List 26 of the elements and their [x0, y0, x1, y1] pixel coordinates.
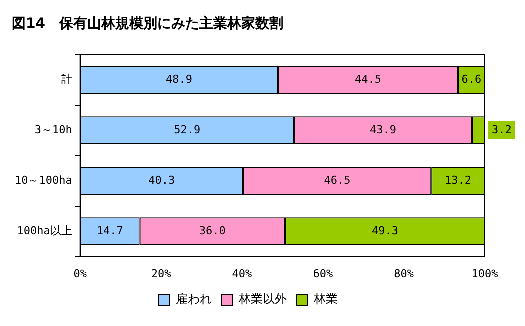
y-tick-label: 3～10h: [34, 123, 72, 136]
x-tick-label: 0%: [74, 267, 88, 280]
chart-title: 図14 保有山林規模別にみた主業林家数割: [12, 15, 284, 32]
legend-label: 雇われ: [176, 292, 212, 306]
data-label: 3.2: [492, 123, 512, 136]
data-label: 52.9: [174, 123, 201, 136]
legend-label: 林業以外: [238, 292, 287, 306]
data-label: 46.5: [324, 174, 351, 187]
data-label: 6.6: [462, 72, 482, 86]
data-label: 48.9: [166, 72, 193, 86]
data-label: 43.9: [370, 123, 396, 136]
x-tick-label: 80%: [394, 267, 414, 280]
y-tick-label: 計: [61, 72, 72, 86]
x-tick-label: 40%: [232, 267, 253, 280]
data-label: 14.7: [96, 224, 124, 238]
data-label: 40.3: [148, 174, 176, 187]
data-label: 44.5: [355, 72, 382, 86]
x-tick-label: 20%: [151, 267, 172, 280]
x-tick-label: 60%: [313, 267, 334, 280]
y-tick-label: 10～100ha: [15, 174, 72, 187]
data-label: 13.2: [445, 174, 472, 187]
data-label: 36.0: [199, 224, 226, 238]
y-tick-label: 100ha以上: [17, 224, 72, 238]
legend-label: 林業: [313, 292, 338, 306]
data-label: 49.3: [372, 224, 399, 238]
x-tick-label: 100%: [472, 267, 499, 280]
